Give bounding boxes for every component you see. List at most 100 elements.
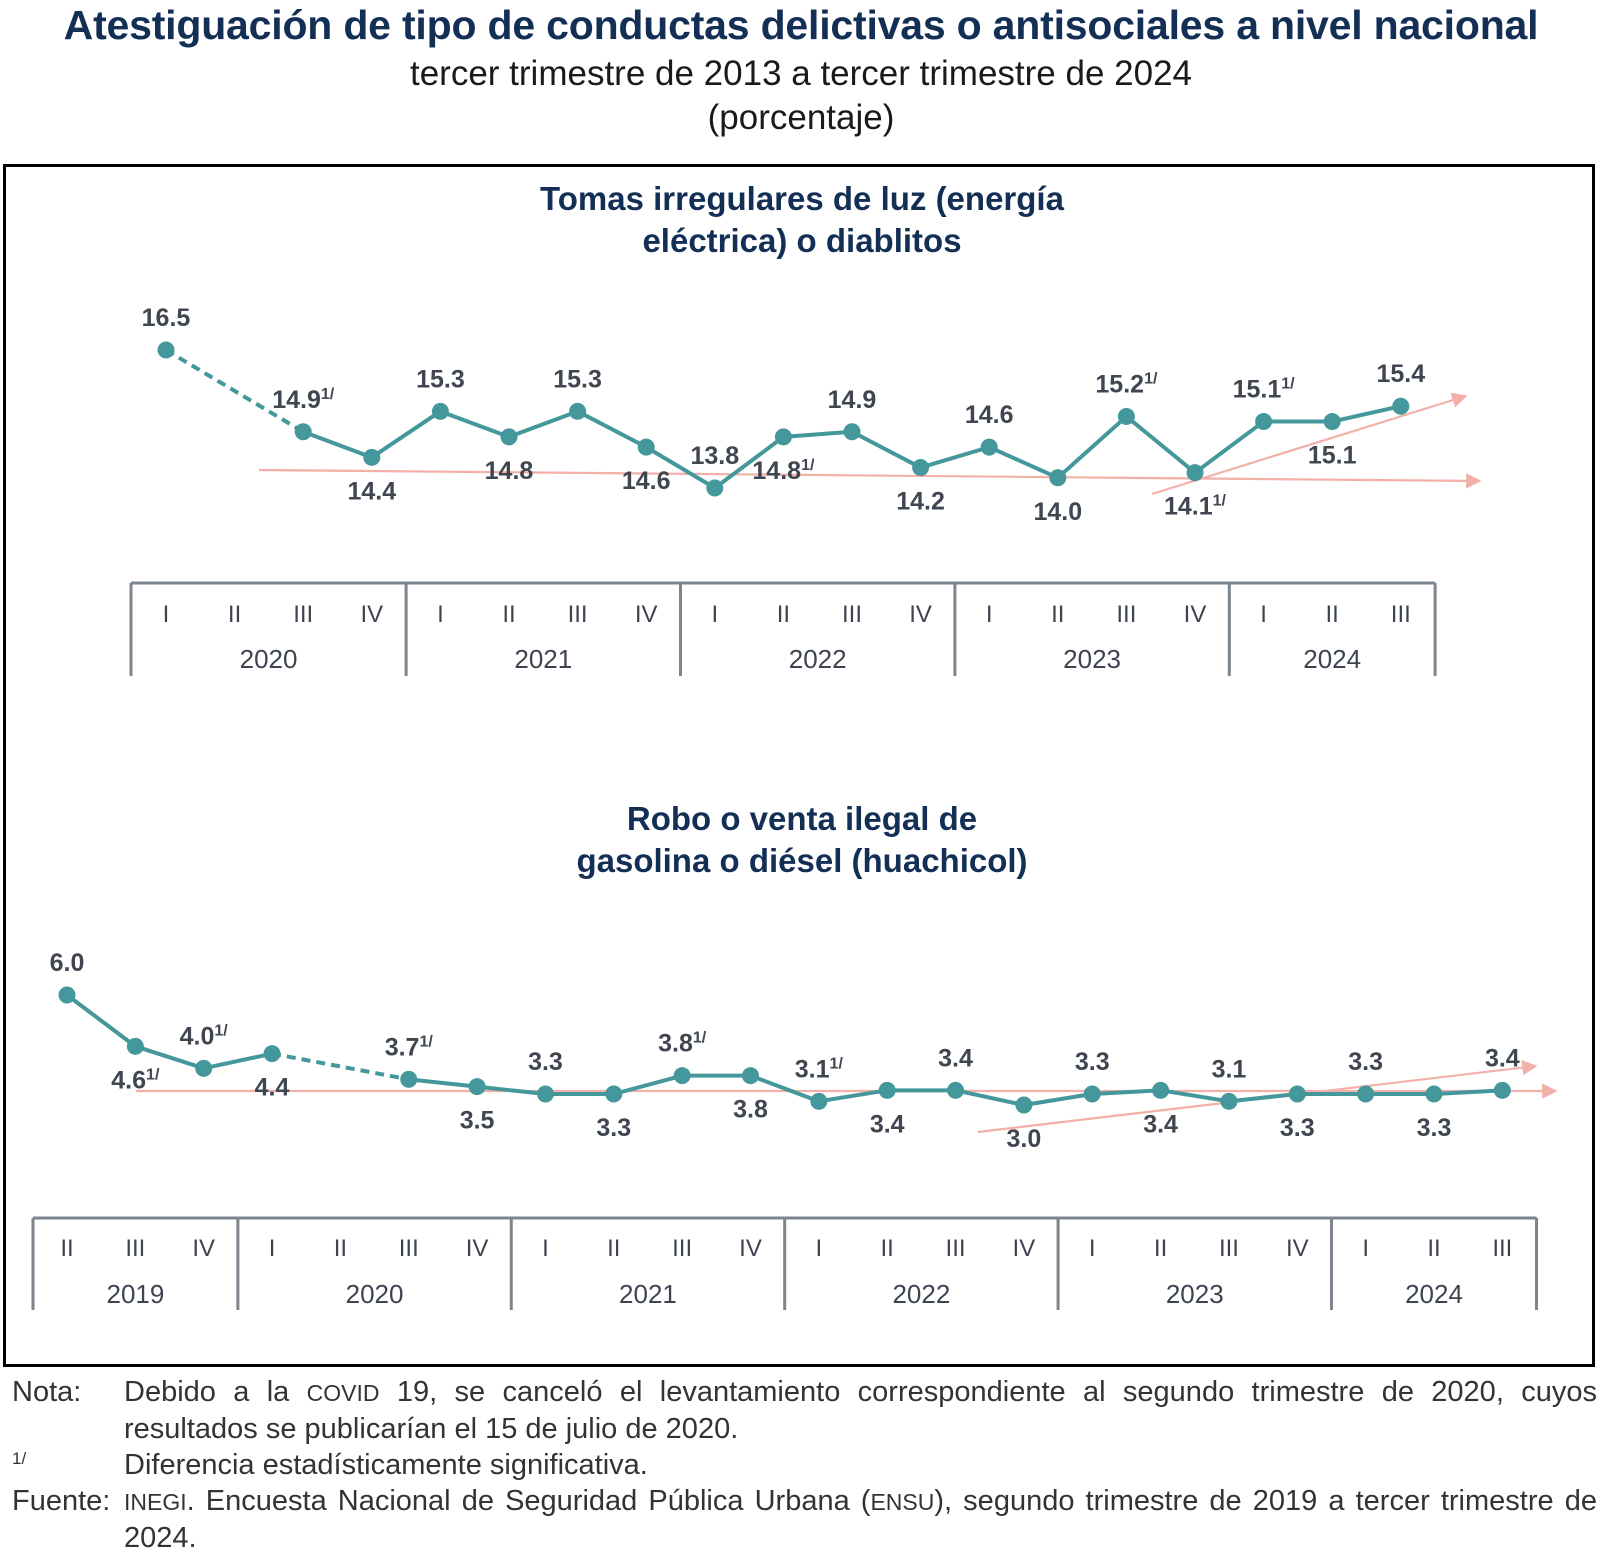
quarter-tick-label: IV	[192, 1235, 215, 1262]
chart-fuel-title-line2: gasolina o diésel (huachicol)	[576, 842, 1027, 879]
year-tick-label: 2020	[346, 1279, 404, 1309]
data-point	[1255, 413, 1273, 431]
quarter-tick-label: III	[293, 601, 313, 628]
series-points	[58, 986, 1511, 1114]
chart-fuel-theft: Robo o venta ilegal de gasolina o diésel…	[31, 800, 1558, 1310]
significance-superscript: 1/	[214, 1022, 228, 1039]
significance-superscript: 1/	[419, 1033, 433, 1050]
significance-superscript: 1/	[1281, 376, 1295, 393]
quarter-tick-label: IV	[1184, 601, 1207, 628]
series-segment	[1021, 1092, 1095, 1107]
data-point	[742, 1067, 759, 1085]
data-label: 14.81/	[752, 457, 815, 485]
note-text-part: 19, se canceló el levantamiento correspo…	[124, 1376, 1597, 1445]
source-text-part: . Encuesta Nacional de Seguridad Pública…	[186, 1485, 871, 1517]
note-covid: COVID	[306, 1380, 380, 1406]
series-segment	[575, 409, 649, 450]
year-tick-label: 2024	[1303, 644, 1361, 674]
source-ensu: ENSU	[870, 1489, 935, 1515]
series-segment	[1330, 404, 1403, 424]
quarter-tick-label: IV	[360, 601, 383, 628]
note-row: Nota: Debido a la COVID 19, se canceló e…	[12, 1374, 1597, 1447]
quarter-tick-label: II	[1326, 601, 1339, 628]
data-label: 14.4	[347, 477, 396, 505]
data-label: 15.3	[416, 365, 465, 393]
data-label: 15.1	[1308, 442, 1357, 470]
data-label: 3.1	[1212, 1055, 1247, 1083]
data-point	[1083, 1085, 1101, 1103]
year-tick-label: 2019	[107, 1279, 165, 1309]
footnotes: Nota: Debido a la COVID 19, se canceló e…	[12, 1374, 1597, 1556]
data-labels: 16.514.91/14.415.314.815.314.613.814.81/…	[142, 304, 1426, 526]
series-gap-dashed-segment	[271, 1051, 410, 1082]
note-text-part: Debido a la	[124, 1376, 307, 1408]
year-tick-label: 2020	[240, 644, 298, 674]
data-point	[1425, 1085, 1443, 1103]
data-point	[363, 448, 381, 466]
quarter-tick-label: II	[60, 1235, 73, 1262]
chart-fuel-title-line1: Robo o venta ilegal de	[627, 800, 977, 837]
quarter-tick-label: IV	[1286, 1235, 1309, 1262]
data-label: 14.0	[1033, 498, 1082, 526]
data-label: 3.5	[460, 1107, 495, 1135]
series-segment	[65, 993, 138, 1049]
data-point	[980, 438, 998, 456]
series-segment	[987, 445, 1060, 480]
series-segment	[1158, 1088, 1231, 1104]
quarter-tick-label: II	[1154, 1235, 1167, 1262]
data-point	[706, 479, 724, 497]
note-text: Debido a la COVID 19, se canceló el leva…	[124, 1374, 1597, 1447]
data-label: 14.6	[965, 401, 1014, 429]
data-point	[1323, 413, 1341, 431]
year-tick-label: 2022	[892, 1279, 950, 1309]
data-point	[912, 459, 930, 477]
data-label: 4.01/	[180, 1022, 229, 1050]
quarter-tick-label: I	[1260, 601, 1267, 628]
quarter-tick-label: IV	[909, 601, 932, 628]
year-tick-label: 2021	[619, 1279, 677, 1309]
data-point	[1392, 397, 1410, 415]
data-point	[1186, 464, 1204, 482]
significance-superscript: 1/	[830, 1055, 844, 1072]
quarter-tick-label: I	[711, 601, 718, 628]
data-point	[810, 1092, 828, 1110]
quarter-tick-label: I	[816, 1235, 823, 1262]
data-label: 14.9	[828, 386, 877, 414]
data-point	[673, 1067, 691, 1085]
data-label: 3.3	[1417, 1114, 1452, 1142]
quarter-tick-label: I	[437, 601, 444, 628]
series-segment	[918, 445, 992, 470]
series-segment	[369, 409, 443, 460]
significance-row: 1/ Diferencia estadísticamente significa…	[12, 1447, 1597, 1483]
quarter-tick-label: III	[1492, 1235, 1512, 1262]
series-segment	[816, 1088, 890, 1104]
series-segment	[1432, 1088, 1505, 1096]
data-point	[947, 1081, 965, 1099]
data-point	[569, 402, 587, 420]
series-points	[157, 341, 1410, 497]
quarter-tick-label: I	[269, 1235, 276, 1262]
data-point	[1288, 1085, 1306, 1103]
series-segment	[953, 1088, 1026, 1107]
data-point	[263, 1045, 281, 1063]
series-lines	[65, 993, 1505, 1107]
chart-electricity-title-line2: eléctrica) o diablitos	[642, 222, 961, 259]
chart-electricity-title-line1: Tomas irregulares de luz (energía	[540, 180, 1065, 217]
data-label: 15.3	[553, 365, 602, 393]
data-label: 13.8	[690, 442, 739, 470]
quarter-tick-label: III	[842, 601, 862, 628]
series-segment	[850, 429, 923, 470]
quarter-tick-label: II	[1051, 601, 1064, 628]
data-point	[157, 341, 175, 359]
data-point	[195, 1059, 213, 1077]
data-label: 15.4	[1376, 360, 1425, 388]
quarter-tick-label: I	[163, 601, 170, 628]
quarter-tick-label: III	[946, 1235, 966, 1262]
unit-label: (porcentaje)	[707, 98, 895, 137]
data-point	[1152, 1081, 1170, 1099]
quarter-tick-label: II	[1427, 1235, 1440, 1262]
data-point	[1220, 1092, 1238, 1110]
data-label: 14.11/	[1164, 493, 1227, 521]
data-label: 3.4	[938, 1044, 973, 1072]
data-label: 3.3	[1075, 1048, 1110, 1076]
